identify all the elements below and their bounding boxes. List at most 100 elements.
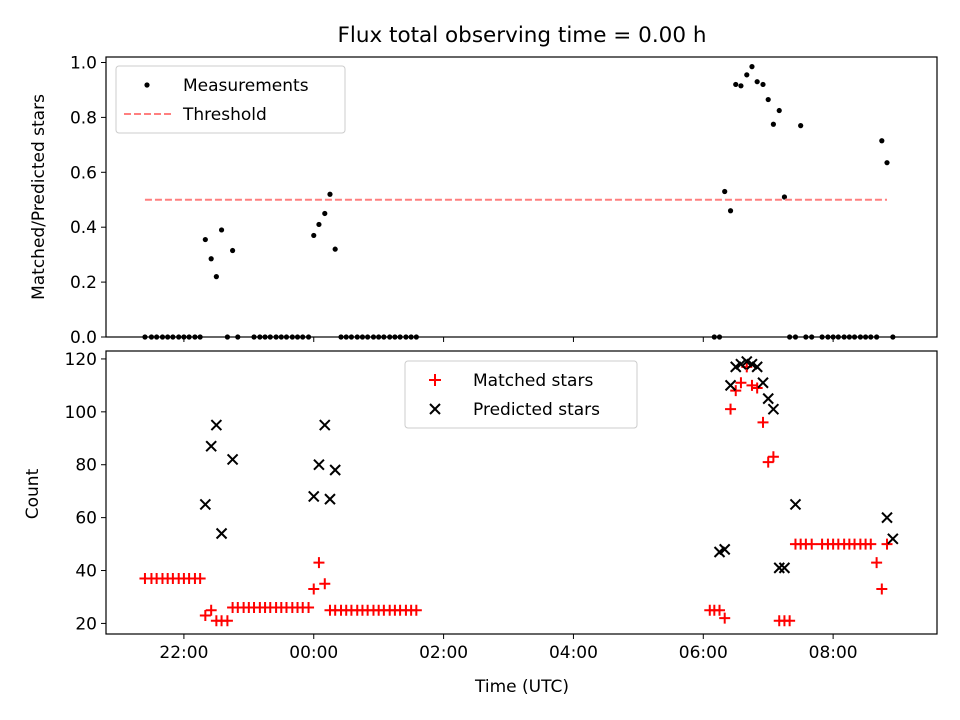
measurement-point: [197, 334, 203, 340]
predicted-star-point: [767, 403, 780, 415]
measurement-point: [305, 334, 312, 340]
top-y-tick-label: 0.2: [70, 273, 97, 293]
measurement-point: [749, 64, 755, 70]
measurement-point: [781, 194, 788, 200]
matched-star-point: [719, 612, 731, 624]
measurement-point: [327, 191, 333, 197]
legend-matched-marker: [429, 374, 441, 386]
bottom-x-tick-label: 02:00: [419, 643, 468, 663]
measurement-point: [192, 334, 198, 340]
measurement-point: [738, 83, 744, 89]
bottom-x-tick-label: 00:00: [289, 643, 338, 663]
measurement-point: [846, 334, 852, 340]
measurement-point: [716, 334, 723, 340]
matched-star-point: [784, 615, 796, 627]
measurement-point: [809, 334, 815, 340]
top-axes-frame: [105, 56, 938, 338]
measurement-point: [338, 334, 344, 340]
predicted-star-point: [319, 419, 331, 431]
measurement-point: [722, 188, 728, 195]
measurement-point: [170, 334, 176, 340]
measurement-point: [413, 334, 419, 340]
measurement-point: [890, 334, 896, 340]
measurement-point: [803, 334, 809, 340]
measurement-point: [224, 334, 231, 340]
measurement-point: [218, 227, 225, 233]
bottom-y-tick-label: 60: [75, 509, 97, 529]
bottom-x-tick-label: 04:00: [549, 643, 598, 663]
measurement-point: [841, 334, 847, 340]
legend-matched-label: Matched stars: [473, 371, 593, 391]
measurement-point: [862, 334, 869, 340]
top-y-ticks: 0.0 0.2 0.4 0.6 0.8 1.0: [70, 53, 106, 348]
measurement-point: [879, 138, 885, 144]
measurement-point: [316, 221, 322, 228]
bottom-x-ticks: 22:00 00:00 02:00 04:00 06:00 08:00: [159, 634, 858, 663]
measurement-point: [711, 334, 717, 340]
predicted-star-point: [226, 453, 239, 466]
top-panel: Flux total observing time = 0.00 h 0.0 0.…: [29, 23, 938, 348]
measurement-point: [370, 334, 377, 340]
measurement-point: [381, 334, 387, 340]
matched-star-point: [746, 379, 758, 391]
bottom-panel: 20 40 60 80 100 120 22:00 00:00 02:00 04:00 06:00…: [23, 350, 938, 697]
bottom-legend-box: [404, 360, 638, 429]
measurement-point: [289, 334, 295, 340]
top-y-tick-label: 1.0: [70, 53, 97, 73]
legend-predicted-label: Predicted stars: [473, 400, 600, 420]
bottom-y-tick-label: 40: [75, 562, 97, 582]
matched-star-point: [806, 538, 818, 550]
measurement-point: [262, 334, 268, 340]
measurement-point: [213, 274, 219, 280]
matched-star-point: [865, 538, 877, 550]
predicted-star-point: [199, 498, 212, 511]
matched-star-point: [303, 602, 315, 614]
measurement-point: [376, 334, 382, 340]
measurement-point: [154, 334, 160, 340]
bottom-plot-area: [139, 355, 899, 627]
predicted-star-point: [751, 361, 763, 373]
measurement-point: [798, 123, 804, 129]
predicted-star-point: [215, 527, 228, 540]
measurement-point: [257, 334, 263, 340]
bottom-y-tick-label: 20: [75, 614, 97, 634]
legend-measurements-label: Measurements: [183, 76, 309, 96]
top-legend-box: [115, 65, 346, 134]
matched-star-point: [410, 604, 422, 616]
measurement-point: [830, 334, 836, 340]
matched-star-point: [735, 377, 747, 389]
bottom-x-tick-label: 22:00: [159, 643, 208, 663]
top-plot-area: [142, 64, 896, 340]
measurement-point: [273, 334, 279, 340]
matched-star-point: [757, 416, 769, 428]
predicted-star-point: [887, 533, 899, 545]
predicted-star-point: [313, 459, 325, 471]
measurement-point: [792, 334, 799, 340]
measurement-point: [727, 208, 734, 214]
measurement-point: [322, 210, 328, 217]
predicted-star-point: [735, 358, 747, 370]
bottom-y-tick-label: 80: [75, 456, 97, 476]
measurement-point: [300, 334, 306, 340]
top-y-tick-label: 0.6: [70, 163, 97, 183]
matched-star-point: [194, 572, 206, 584]
measurement-point: [857, 334, 863, 340]
measurement-point: [392, 334, 398, 340]
top-legend: Measurements Threshold: [115, 65, 346, 134]
measurement-point: [884, 160, 890, 166]
measurement-point: [267, 334, 273, 340]
predicted-star-point: [757, 377, 769, 389]
measurement-point: [765, 96, 771, 103]
predicted-star-point: [718, 543, 731, 556]
top-y-tick-label: 0.0: [70, 328, 97, 348]
measurement-point: [311, 232, 317, 239]
bottom-y-ticks: 20 40 60 80 100 120: [65, 350, 106, 634]
measurement-point: [202, 236, 208, 243]
predicted-star-point: [308, 490, 320, 503]
matched-star-point: [714, 604, 726, 616]
chart-title: Flux total observing time = 0.00 h: [338, 23, 707, 48]
measurement-point: [348, 334, 355, 340]
legend-measurements-marker: [144, 82, 150, 88]
measurement-point: [278, 334, 284, 340]
predicted-star-point: [773, 562, 785, 574]
